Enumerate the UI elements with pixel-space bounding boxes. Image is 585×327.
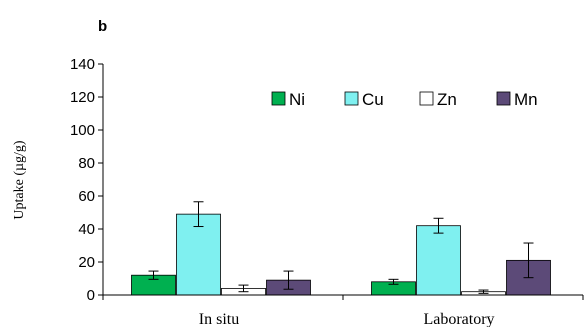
y-tick-label: 100 <box>70 122 95 139</box>
y-tick-label: 120 <box>70 89 95 106</box>
y-tick-label: 20 <box>78 254 95 271</box>
x-category-label: In situ <box>199 311 239 327</box>
legend-swatch-cu <box>344 91 359 106</box>
y-tick-label: 40 <box>78 221 95 238</box>
legend-label: Cu <box>362 90 384 109</box>
y-axis-ticks: 0 20 40 60 80 100 120 140 <box>70 56 103 304</box>
legend-swatch-ni <box>271 91 286 106</box>
bar-cu <box>416 225 461 296</box>
bar-cu <box>176 213 221 296</box>
legend: Ni Cu Zn Mn <box>271 90 538 109</box>
y-tick-label: 0 <box>87 287 95 304</box>
y-tick-label: 60 <box>78 188 95 205</box>
legend-swatch-zn <box>419 91 434 106</box>
y-tick-label: 80 <box>78 155 95 172</box>
legend-label: Zn <box>437 90 457 109</box>
legend-swatch-mn <box>496 91 511 106</box>
axes <box>102 64 584 300</box>
x-axis-labels: In situ Laboratory <box>199 311 495 327</box>
y-axis-title: Uptake (µg/g) <box>12 140 27 220</box>
legend-label: Ni <box>289 90 305 109</box>
y-tick-label: 140 <box>70 56 95 73</box>
bar-groups <box>131 201 551 296</box>
legend-label: Mn <box>514 90 538 109</box>
x-category-label: Laboratory <box>423 311 494 327</box>
panel-label: b <box>98 18 107 35</box>
